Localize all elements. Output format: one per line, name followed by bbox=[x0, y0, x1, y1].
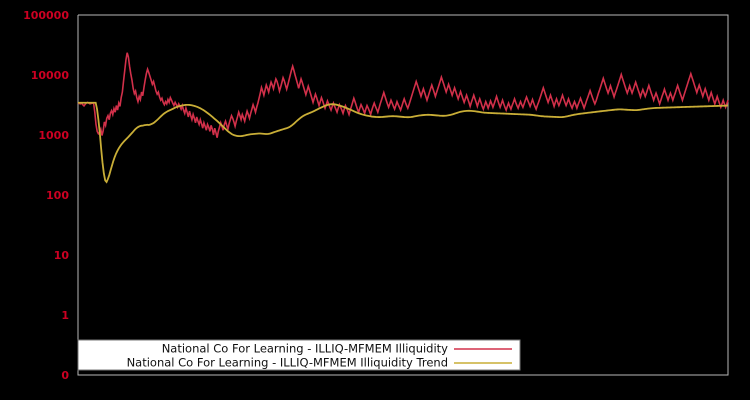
y-tick-label: 10 bbox=[54, 249, 70, 262]
legend-label-0: National Co For Learning - ILLIQ-MFMEM I… bbox=[162, 342, 448, 356]
series-line-0 bbox=[77, 52, 729, 138]
legend-box bbox=[77, 339, 521, 371]
series-line-1 bbox=[78, 101, 729, 184]
y-tick-label: 100000 bbox=[23, 9, 69, 22]
y-tick-label: 1 bbox=[61, 309, 69, 322]
plot-frame bbox=[77, 14, 729, 376]
y-tick-label: 1000 bbox=[38, 129, 69, 142]
plot-area-background bbox=[78, 15, 728, 375]
chart-legend: National Co For Learning - ILLIQ-MFMEM I… bbox=[77, 339, 521, 371]
data-series-group bbox=[77, 52, 729, 184]
y-tick-label: 10000 bbox=[31, 69, 70, 82]
legend-label-1: National Co For Learning - ILLIQ-MFMEM I… bbox=[127, 356, 448, 370]
y-tick-label: 0 bbox=[61, 369, 69, 382]
y-tick-label: 100 bbox=[46, 189, 69, 202]
